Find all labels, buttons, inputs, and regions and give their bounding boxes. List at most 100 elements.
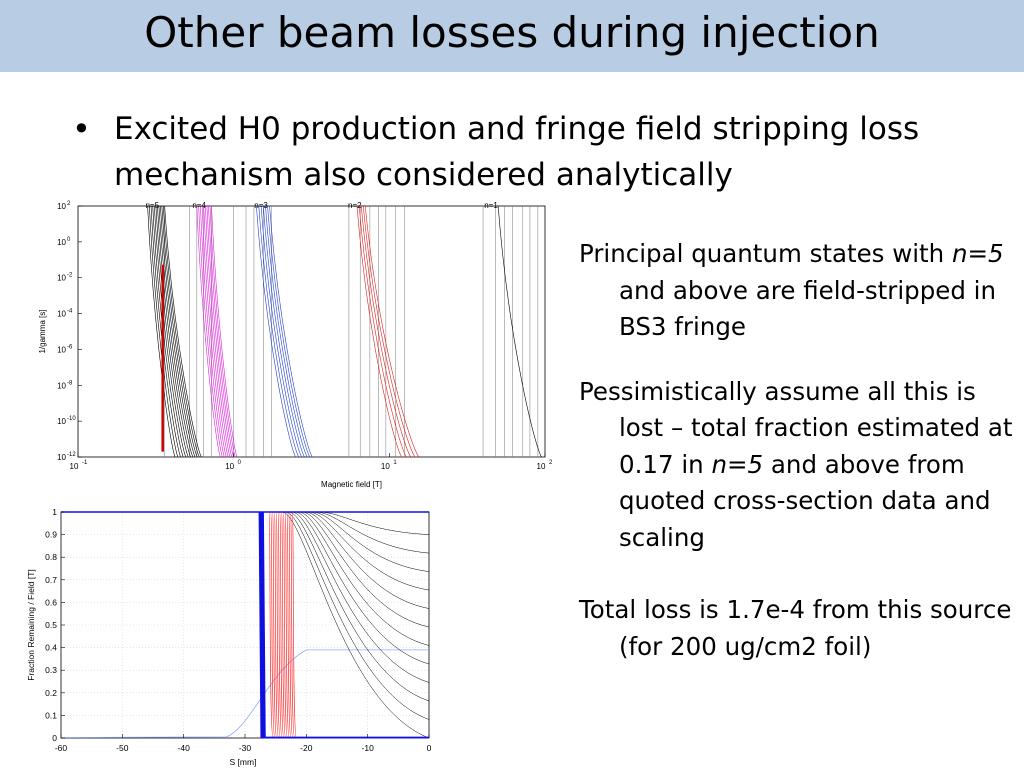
lifetime-curve-n=2 — [360, 205, 412, 458]
y-tick-label: 10 — [57, 345, 66, 354]
stripped-fraction-curve — [61, 511, 429, 739]
para2-italic: n=5 — [711, 449, 764, 479]
x-tick-label: -20 — [300, 743, 313, 753]
stripped-fraction-curve — [61, 511, 429, 739]
title-bar — [0, 0, 1024, 72]
paragraph-1: Principal quantum states with n=5 and ab… — [579, 236, 1019, 346]
state-label-n=5: n=5 — [145, 201, 159, 210]
x-tick-label: 0 — [427, 743, 432, 753]
paragraph-2: Pessimistically assume all this is lost … — [579, 374, 1019, 557]
stripped-fraction-curve — [61, 511, 429, 739]
decay-curve — [61, 511, 430, 720]
x-tick-label: -60 — [55, 743, 68, 753]
right-column-text: Principal quantum states with n=5 and ab… — [579, 236, 1019, 681]
state-label-n=3: n=3 — [254, 201, 268, 210]
paragraph-3: Total loss is 1.7e-4 from this source (f… — [579, 595, 1012, 661]
lifetime-curve-n=5 — [150, 205, 181, 458]
x-tick-label: -10 — [362, 743, 375, 753]
lifetime-curve-n=5 — [164, 205, 202, 458]
lifetime-curve-n=4 — [211, 205, 238, 458]
stripped-fraction-curve — [61, 511, 429, 739]
y-tick-label: 0.8 — [45, 552, 57, 562]
lifetime-curve-n=4 — [201, 205, 227, 458]
x-tick-label: 10 — [225, 462, 234, 471]
decay-curve — [61, 511, 430, 702]
lifetime-curve-n=3 — [258, 205, 299, 458]
lifetime-curve-n=4 — [205, 205, 231, 458]
y-axis-label: 1/gamma [s] — [38, 309, 47, 353]
y-tick-label: 10 — [57, 310, 66, 319]
decay-curve — [61, 511, 430, 646]
y-tick-label: 10 — [57, 238, 66, 247]
stripped-fraction-curve — [61, 511, 429, 739]
stripped-fraction-curve — [61, 511, 429, 739]
x-tick-label: -30 — [239, 743, 252, 753]
decay-curve — [61, 511, 430, 665]
lifetime-curve-n=3 — [265, 205, 308, 458]
lifetime-curve-n=3 — [267, 205, 311, 458]
y-tick-label: 0.4 — [45, 643, 57, 653]
lifetime-curve-n=4 — [206, 205, 233, 458]
lifetime-curve-n=1 — [497, 205, 542, 458]
lifetime-curve-n=2 — [358, 205, 407, 458]
fraction-remaining-chart: -60 -50 -40 -30 -20 -10 0 0 0.1 0.2 0.3 0.4 0.5 0.6 0.… — [26, 507, 432, 767]
lifetime-curve-n=4 — [196, 205, 221, 458]
slide-title: Other beam losses during injection — [144, 8, 880, 57]
state-label-n=1: n=1 — [484, 201, 498, 210]
bullet-dot: • — [72, 110, 91, 148]
y-tick-label: 1 — [52, 507, 57, 517]
lifetime-curve-n=4 — [203, 205, 229, 458]
y-tick-label: 10 — [57, 453, 66, 462]
y-tick-label: 0.2 — [45, 688, 57, 698]
x-tick-label: 10 — [537, 462, 546, 471]
y-tick-exponent: -8 — [67, 380, 73, 386]
decay-curve — [61, 511, 430, 628]
decay-curve — [61, 511, 430, 683]
x-axis-label: Magnetic field [T] — [321, 480, 382, 489]
y-tick-exponent: -6 — [67, 344, 73, 350]
lifetime-curve-n=2 — [356, 205, 402, 458]
lifetime-curve-n=3 — [262, 205, 305, 458]
y-tick-label: 10 — [57, 274, 66, 283]
x-tick-exponent: 2 — [549, 460, 553, 466]
plot-frame — [77, 205, 546, 458]
lifetime-curve-n=5 — [158, 205, 194, 458]
stripped-fraction-curve — [61, 511, 429, 739]
y-tick-label: 0.6 — [45, 597, 57, 607]
lifetime-curve-n=3 — [269, 205, 313, 458]
lifetime-curve-n=4 — [200, 205, 225, 458]
y-tick-label: 10 — [57, 381, 66, 390]
x-axis-label: S [mm] — [230, 757, 257, 767]
lifetime-curve-n=2 — [362, 205, 416, 458]
para1-italic: n=5 — [951, 239, 1004, 268]
para2-text-a: Pessimistically assume all this is lost … — [579, 376, 1013, 479]
stripped-fraction-curve — [61, 511, 429, 739]
stripped-fraction-curve — [61, 511, 429, 739]
para1-text-a: Principal quantum states with — [579, 239, 952, 268]
state-label-n=2: n=2 — [348, 201, 362, 210]
lifetime-curve-n=5 — [153, 205, 187, 458]
lifetime-curve-n=5 — [161, 205, 198, 458]
lifetime-curve-n=5 — [152, 205, 184, 458]
x-tick-exponent: -1 — [82, 460, 88, 466]
x-tick-exponent: 0 — [238, 460, 242, 466]
lifetime-curve-n=3 — [256, 205, 296, 458]
lifetime-curve-n=5 — [162, 205, 200, 458]
stripped-fraction-curve — [61, 511, 429, 739]
y-tick-exponent: -12 — [67, 452, 76, 458]
bullet-text: Excited H0 production and fringe field s… — [114, 111, 920, 193]
y-tick-label: 0 — [52, 733, 57, 743]
x-tick-label: -40 — [178, 743, 191, 753]
y-tick-label: 0.1 — [45, 710, 57, 720]
lifetime-curve-n=5 — [160, 205, 196, 458]
stripped-fraction-curve — [61, 511, 429, 739]
state-label-n=4: n=4 — [192, 201, 206, 210]
lifetime-curve-n=3 — [260, 205, 302, 458]
y-tick-label: 0.9 — [45, 530, 57, 540]
x-tick-label: 10 — [381, 462, 390, 471]
y-tick-label: 0.5 — [45, 620, 57, 630]
lifetime-curve-n=2 — [364, 205, 420, 458]
stripped-fraction-curve — [61, 511, 429, 739]
lifetime-curve-n=4 — [208, 205, 234, 458]
y-tick-label: 10 — [57, 202, 66, 211]
